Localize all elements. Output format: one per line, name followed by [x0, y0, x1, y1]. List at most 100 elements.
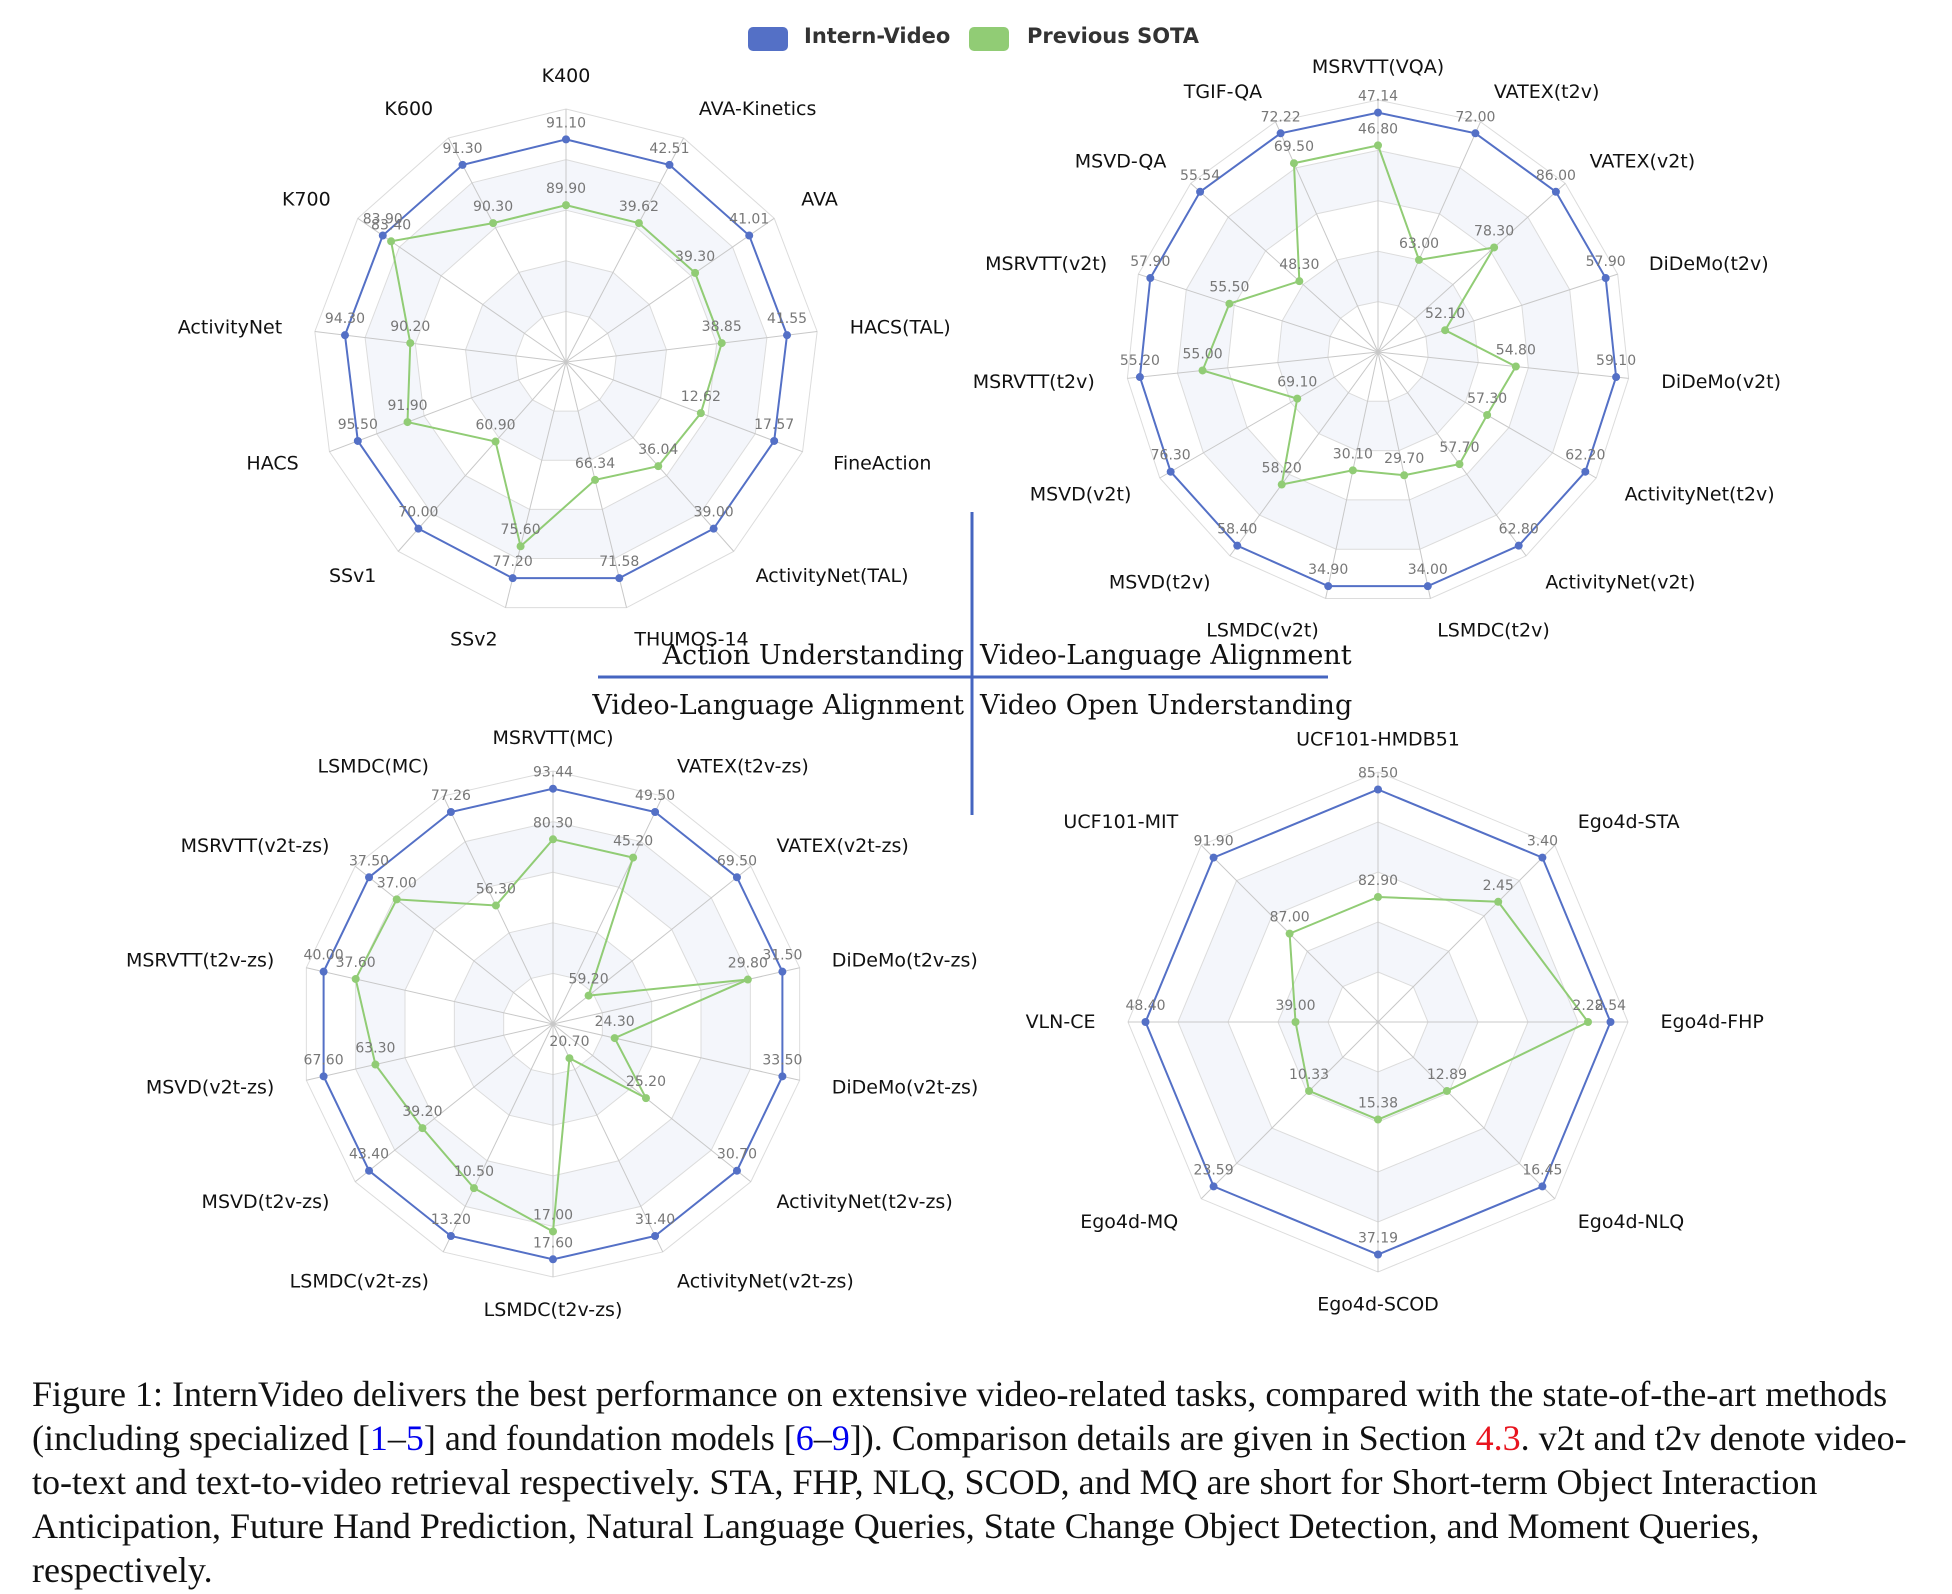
data-label-previous-sota: 78.30 — [1474, 223, 1514, 239]
axis-label-didemo-v2t-zs: DiDeMo(v2t-zs) — [832, 1077, 979, 1099]
caption-ref-5[interactable]: 5 — [405, 1418, 424, 1458]
axis-label-vatex-t2v-zs: VATEX(t2v-zs) — [677, 755, 809, 777]
caption-ref-6[interactable]: 6 — [795, 1418, 814, 1458]
data-label-previous-sota: 24.30 — [595, 1014, 635, 1030]
data-label-intern-video: 41.55 — [767, 311, 807, 327]
data-label-intern-video: 16.45 — [1522, 1162, 1562, 1178]
data-point-previous-sota — [591, 475, 600, 484]
axis-label-lsmdc-t2v-zs: LSMDC(t2v-zs) — [484, 1299, 623, 1321]
data-label-previous-sota: 55.00 — [1183, 346, 1223, 362]
data-point-intern-video — [665, 160, 674, 169]
radar-spoke — [1159, 351, 1379, 479]
data-label-intern-video: 23.59 — [1194, 1162, 1234, 1178]
legend-label-intern: Intern-Video — [804, 24, 950, 48]
data-point-intern-video — [1612, 373, 1621, 382]
data-label-intern-video: 71.58 — [599, 554, 639, 570]
radar-spoke — [354, 865, 554, 1025]
data-point-previous-sota — [418, 1124, 427, 1133]
axis-label-tgif-qa: TGIF-QA — [1183, 81, 1262, 103]
data-point-previous-sota — [491, 437, 500, 446]
data-point-intern-video — [1209, 1182, 1218, 1191]
axis-label-ava-kinetics: AVA-Kinetics — [699, 98, 817, 120]
data-label-intern-video: 77.20 — [493, 554, 533, 570]
caption-text-1: Figure 1: InternVideo delivers the best … — [32, 1374, 1888, 1458]
data-point-intern-video — [1423, 582, 1432, 591]
data-point-previous-sota — [1293, 394, 1302, 403]
axis-label-k400: K400 — [542, 65, 591, 87]
caption-ref-1[interactable]: 1 — [369, 1418, 388, 1458]
data-label-previous-sota: 12.89 — [1427, 1067, 1467, 1083]
data-point-previous-sota — [1225, 299, 1234, 308]
data-point-previous-sota — [489, 219, 498, 228]
radar-spoke — [1377, 183, 1566, 353]
data-label-previous-sota: 89.90 — [546, 181, 586, 197]
axis-label-ego4d-fhp: Ego4d-FHP — [1661, 1011, 1764, 1033]
data-point-intern-video — [1135, 373, 1144, 382]
caption-dash-1: – — [387, 1418, 406, 1458]
data-point-intern-video — [778, 1072, 787, 1081]
data-label-previous-sota: 63.00 — [1399, 236, 1439, 252]
data-point-intern-video — [508, 574, 517, 583]
caption-section-ref[interactable]: 4.3 — [1475, 1418, 1521, 1458]
legend-swatch-sota — [969, 27, 1009, 51]
radar-spoke — [397, 361, 567, 552]
axis-label-didemo-t2v-zs: DiDeMo(t2v-zs) — [832, 949, 978, 971]
data-label-intern-video: 57.90 — [1586, 254, 1626, 270]
data-label-intern-video: 62.20 — [1565, 448, 1605, 464]
caption-ref-9[interactable]: 9 — [831, 1418, 850, 1458]
data-label-previous-sota: 30.10 — [1333, 446, 1373, 462]
axis-label-msrvtt-v2t: MSRVTT(v2t) — [985, 253, 1107, 275]
radar-spoke — [1325, 351, 1379, 599]
data-label-previous-sota: 80.30 — [533, 815, 573, 831]
data-label-previous-sota: 2.45 — [1483, 878, 1514, 894]
data-label-previous-sota: 29.70 — [1384, 451, 1424, 467]
data-label-intern-video: 33.50 — [762, 1052, 802, 1068]
axis-label-msrvtt-vqa: MSRVTT(VQA) — [1312, 56, 1444, 78]
data-point-previous-sota — [469, 1184, 478, 1193]
data-label-intern-video: 37.50 — [349, 853, 389, 869]
data-point-intern-video — [1324, 582, 1333, 591]
data-label-intern-video: 3.40 — [1527, 834, 1558, 850]
data-point-intern-video — [651, 808, 660, 817]
data-point-intern-video — [365, 1166, 374, 1175]
data-point-previous-sota — [1198, 366, 1207, 375]
data-label-intern-video: 47.14 — [1358, 89, 1398, 105]
data-point-intern-video — [340, 331, 349, 340]
data-point-previous-sota — [392, 895, 401, 904]
data-label-previous-sota: 20.70 — [549, 1034, 589, 1050]
data-point-intern-video — [709, 524, 718, 533]
legend-label-sota: Previous SOTA — [1027, 24, 1200, 48]
data-point-intern-video — [549, 1255, 557, 1264]
data-point-previous-sota — [691, 268, 700, 277]
data-label-previous-sota: 37.60 — [336, 955, 376, 971]
radar-spoke — [306, 1023, 554, 1081]
data-point-intern-video — [1374, 1250, 1382, 1259]
axis-label-activitynet-v2t: ActivityNet(v2t) — [1545, 571, 1695, 593]
data-label-previous-sota: 75.60 — [501, 522, 541, 538]
data-point-previous-sota — [634, 219, 643, 228]
data-label-previous-sota: 39.30 — [675, 249, 715, 265]
data-point-intern-video — [1581, 467, 1590, 476]
radar-spoke — [1190, 183, 1379, 353]
data-label-previous-sota: 57.30 — [1467, 391, 1507, 407]
data-point-previous-sota — [717, 339, 726, 348]
axis-label-vln-ce: VLN-CE — [1026, 1011, 1096, 1033]
data-point-intern-video — [783, 331, 792, 340]
axis-label-fineaction: FineAction — [833, 452, 931, 474]
caption-text-4: . v2t and t2v denote video-to-text and t… — [32, 1418, 1907, 1590]
radar-spoke — [1377, 1021, 1556, 1200]
axis-label-lsmdc-t2v: LSMDC(t2v) — [1437, 620, 1550, 642]
data-point-intern-video — [1514, 541, 1523, 550]
data-label-intern-video: 70.00 — [398, 505, 438, 521]
data-point-previous-sota — [1374, 1115, 1382, 1124]
data-label-previous-sota: 10.50 — [454, 1164, 494, 1180]
data-point-intern-video — [1233, 541, 1242, 550]
data-point-intern-video — [1551, 187, 1560, 196]
data-point-previous-sota — [549, 1227, 557, 1236]
axis-label-activitynet-v2t-zs: ActivityNet(v2t-zs) — [677, 1271, 854, 1293]
axis-label-ucf101-hmdb51: UCF101-HMDB51 — [1296, 729, 1460, 751]
axis-label-vatex-v2t: VATEX(v2t) — [1590, 150, 1696, 172]
data-point-intern-video — [1374, 785, 1382, 794]
data-point-previous-sota — [1374, 141, 1382, 150]
data-label-previous-sota: 90.20 — [390, 319, 430, 335]
